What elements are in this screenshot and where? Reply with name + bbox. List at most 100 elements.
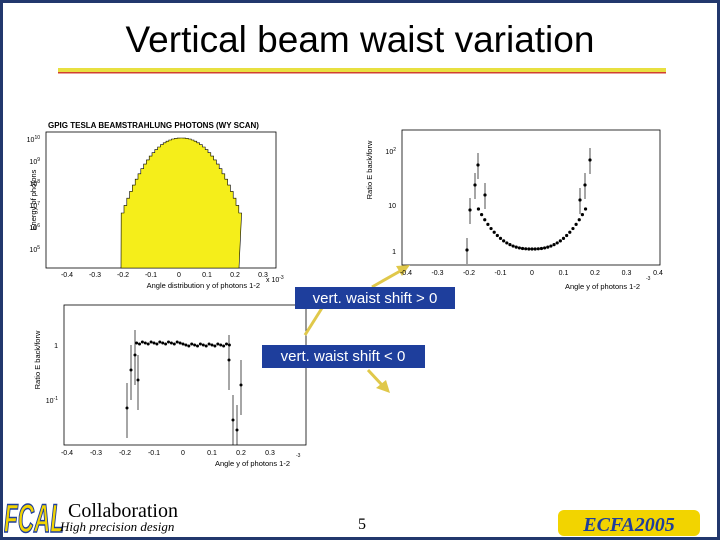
point: [492, 230, 496, 234]
x-scale-exp: -3: [296, 453, 301, 459]
x-scale-exp: -3: [279, 275, 284, 281]
y-axis-label: Ratio E back/forw: [33, 330, 42, 389]
tick-base: 10: [29, 203, 37, 210]
point: [574, 222, 578, 226]
point: [152, 341, 156, 345]
point: [164, 342, 168, 346]
point: [483, 218, 487, 222]
tagline: High precision design: [59, 519, 174, 534]
point: [213, 344, 217, 348]
arrows: [303, 265, 410, 393]
point: [486, 222, 490, 226]
x-tick-label: 0.3: [265, 450, 275, 457]
point: [225, 342, 228, 346]
y-axis-label: Energy of photons: [29, 169, 38, 230]
point: [476, 207, 481, 211]
x-tick-label: 0.2: [236, 450, 246, 457]
point: [511, 244, 515, 248]
point: [196, 344, 199, 348]
point: [222, 344, 226, 348]
x-tick-label: -0.4: [61, 450, 73, 457]
point: [552, 243, 556, 247]
x-tick-label: -0.3: [431, 270, 443, 277]
point: [527, 247, 531, 251]
x-tick-label: 0.1: [207, 450, 217, 457]
plot-frame: [63, 304, 307, 446]
collaboration: Collaboration: [68, 500, 178, 522]
point: [204, 344, 208, 348]
tick-base: 1: [54, 343, 58, 350]
logo: FCAL: [4, 497, 64, 540]
point: [216, 342, 220, 346]
point: [533, 247, 537, 251]
point: [146, 342, 150, 346]
y-axis-label: Ratio E back/forw: [365, 140, 374, 199]
x-tick-label: 0.2: [230, 272, 240, 279]
point: [161, 341, 165, 345]
x-axis-label: Angle y of photons 1-2: [565, 282, 640, 291]
y-tick-label: 102: [385, 147, 396, 156]
point: [536, 247, 540, 251]
title-underline: [58, 68, 666, 72]
point: [140, 340, 144, 344]
point: [565, 233, 569, 238]
x-tick-label: -0.1: [145, 272, 157, 279]
plot-title: GPIG TESLA BEAMSTRAHLUNG PHOTONS (WY SCA…: [48, 121, 259, 130]
point: [181, 342, 185, 346]
tick-base: 10: [46, 398, 54, 405]
tick-exp: 8: [37, 179, 40, 185]
x-scale: -3: [646, 276, 651, 282]
point: [483, 193, 487, 197]
point: [508, 243, 512, 247]
point: [549, 244, 553, 248]
point: [480, 213, 484, 217]
point: [502, 239, 506, 243]
y-tick-label: 109: [29, 157, 40, 166]
point: [198, 342, 202, 346]
point: [235, 428, 239, 432]
point: [520, 246, 525, 251]
x-scale-base: x 10: [266, 277, 279, 284]
tick-base: 10: [29, 225, 37, 232]
x-scale-exp: -3: [646, 276, 651, 282]
point: [175, 340, 179, 344]
y-tick-label: 1010: [27, 135, 41, 144]
x-tick-label: -0.1: [494, 270, 506, 277]
point: [138, 342, 141, 346]
y-tick-label: 1: [392, 249, 396, 256]
point: [517, 246, 522, 250]
point: [136, 378, 140, 382]
y-tick-label: 108: [29, 179, 40, 188]
point: [588, 158, 592, 162]
point: [546, 245, 550, 249]
tick-exp: 5: [37, 245, 40, 251]
point: [231, 418, 235, 422]
x-axis-label: Angle y of photons 1-2: [215, 459, 290, 468]
point: [190, 342, 194, 346]
x-tick-label: -0.4: [61, 272, 73, 279]
x-scale: x 10-3: [266, 275, 284, 284]
slide-title: Vertical beam waist variation: [126, 19, 595, 60]
x-tick-label: -0.1: [148, 450, 160, 457]
annotation: vert. waist shift < 0: [281, 348, 406, 365]
tick-exp: 9: [37, 157, 40, 163]
point: [178, 341, 182, 345]
tick-base: 10: [385, 149, 393, 156]
point: [473, 183, 477, 187]
point: [580, 213, 585, 217]
tick-exp: 6: [37, 223, 40, 229]
point: [498, 236, 503, 240]
x-tick-label: -0.2: [117, 272, 129, 279]
point: [555, 241, 559, 245]
title-underline-red: [58, 72, 666, 74]
plot-frame: [401, 129, 661, 266]
y-tick-label: 107: [29, 201, 40, 210]
point: [577, 218, 581, 222]
point: [184, 343, 188, 347]
y-tick-label: 10-1: [46, 396, 58, 405]
point: [169, 341, 173, 345]
point: [583, 183, 587, 187]
tick-exp: 10: [34, 135, 40, 141]
point: [505, 241, 509, 245]
